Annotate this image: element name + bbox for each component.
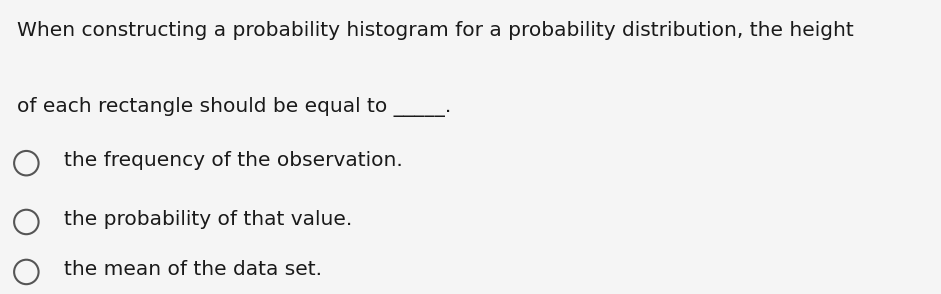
Text: the probability of that value.: the probability of that value. xyxy=(64,210,352,229)
Text: the frequency of the observation.: the frequency of the observation. xyxy=(64,151,403,171)
Text: the mean of the data set.: the mean of the data set. xyxy=(64,260,322,279)
Text: When constructing a probability histogram for a probability distribution, the he: When constructing a probability histogra… xyxy=(17,21,853,40)
Text: of each rectangle should be equal to _____.: of each rectangle should be equal to ___… xyxy=(17,97,451,117)
